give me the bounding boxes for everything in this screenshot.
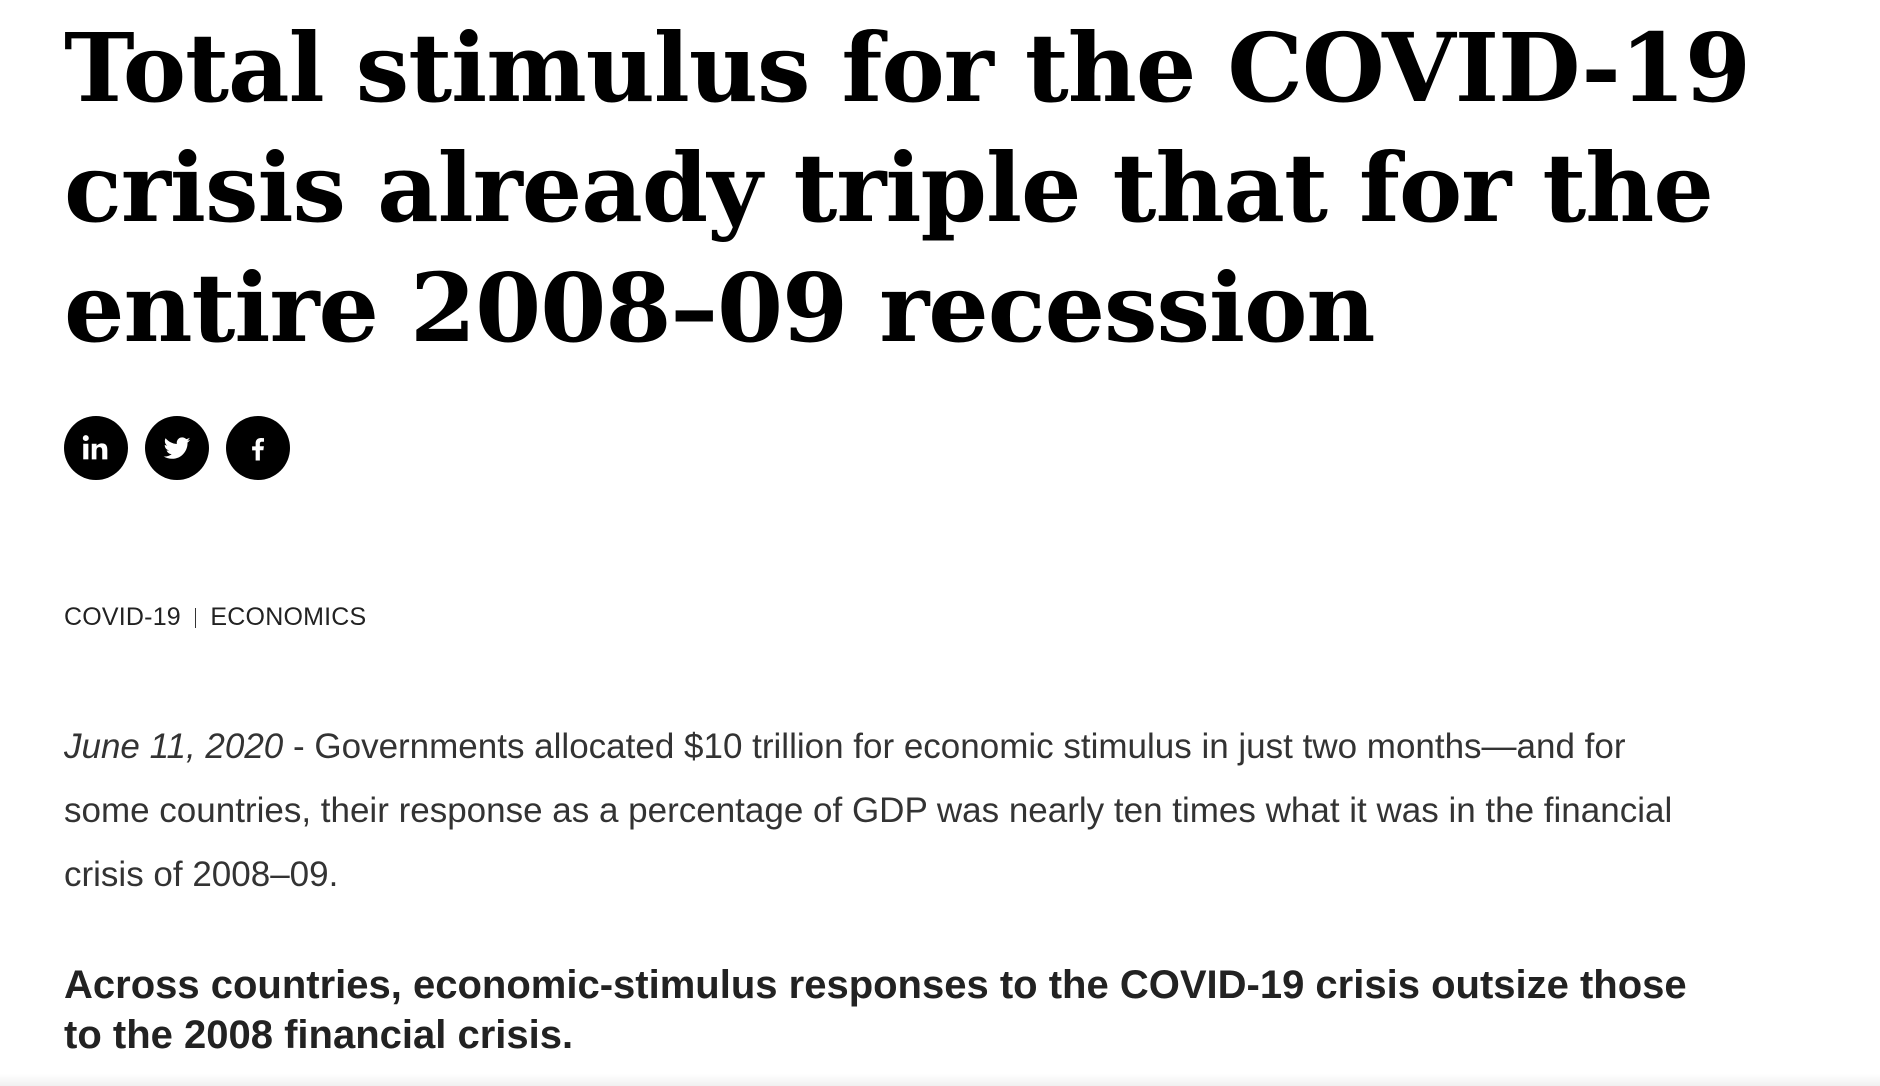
intro-text: Governments allocated $10 trillion for e… — [64, 727, 1673, 894]
topic-tags: COVID-19 ECONOMICS — [64, 603, 366, 632]
facebook-icon — [252, 438, 264, 461]
chart-headline: Across countries, economic-stimulus resp… — [64, 963, 1687, 1057]
twitter-icon — [163, 437, 191, 459]
bottom-edge-shadow — [0, 1074, 1880, 1086]
article-title: Total stimulus for the COVID-19 crisis a… — [64, 13, 1751, 364]
article-intro: June 11, 2020 - Governments allocated $1… — [64, 715, 1704, 907]
date-separator: - — [283, 727, 315, 766]
linkedin-icon — [82, 435, 108, 460]
share-linkedin-button[interactable] — [64, 416, 128, 480]
article-container: Total stimulus for the COVID-19 crisis a… — [64, 0, 1864, 1057]
publish-date: June 11, 2020 — [64, 727, 284, 766]
tag-economics[interactable]: ECONOMICS — [210, 603, 367, 631]
tag-divider — [194, 607, 197, 628]
share-twitter-button[interactable] — [145, 416, 209, 480]
tag-covid-19[interactable]: COVID-19 — [64, 603, 181, 631]
share-facebook-button[interactable] — [226, 416, 290, 480]
share-bar — [64, 416, 290, 480]
